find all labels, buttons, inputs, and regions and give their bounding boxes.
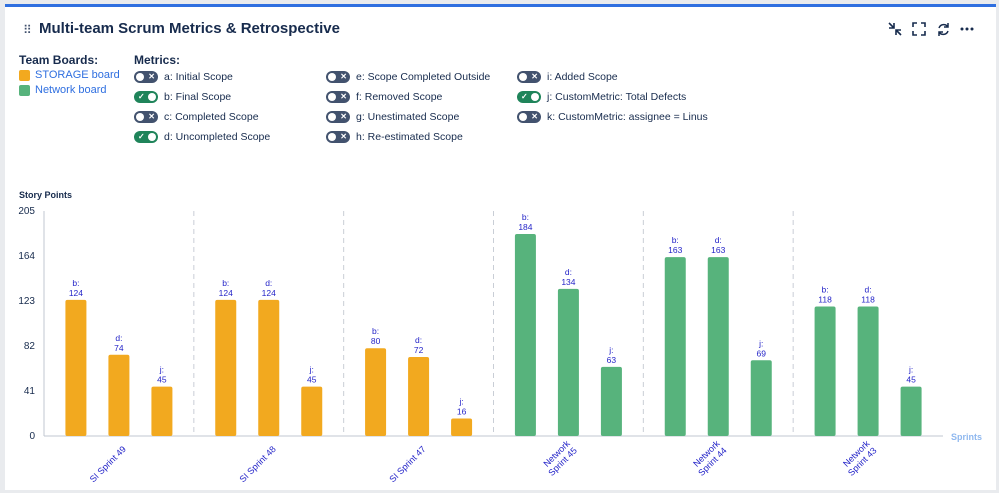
bar-b-3 (515, 234, 536, 436)
bar-label-value: 74 (114, 343, 124, 353)
bar-label-value: 45 (307, 375, 317, 385)
x-tick-label: SI Sprint 48 (237, 444, 277, 484)
bar-label-value: 80 (371, 336, 381, 346)
bar-b-4 (665, 257, 686, 436)
bar-label-series: d: (115, 333, 122, 343)
bar-label-series: j: (159, 365, 164, 375)
bar-b-2 (365, 348, 386, 436)
bar-label-value: 118 (861, 294, 875, 304)
bar-d-5 (858, 306, 879, 436)
bar-label-series: d: (565, 267, 572, 277)
x-tick-label-line: SI Sprint 48 (237, 444, 277, 484)
bar-label-series: b: (522, 212, 529, 222)
bar-label-value: 45 (157, 375, 167, 385)
bar-label-value: 163 (711, 245, 725, 255)
bar-label-series: j: (908, 365, 913, 375)
bar-j-1 (301, 387, 322, 436)
x-tick-label-line: SI Sprint 49 (88, 444, 128, 484)
bar-label-series: j: (608, 345, 613, 355)
bar-d-3 (558, 289, 579, 436)
bar-label-series: b: (672, 235, 679, 245)
bar-d-2 (408, 357, 429, 436)
bar-j-2 (451, 418, 472, 436)
bar-d-0 (108, 355, 129, 436)
x-tick-label: SI Sprint 49 (88, 444, 128, 484)
bar-label-value: 72 (414, 345, 424, 355)
bar-label-series: d: (865, 284, 872, 294)
bar-label-series: b: (222, 278, 229, 288)
bar-label-series: j: (309, 365, 314, 375)
x-tick-label: NetworkSprint 43 (839, 438, 879, 478)
y-tick-label: 123 (18, 296, 35, 307)
bar-label-series: b: (822, 284, 829, 294)
bar-label-value: 134 (561, 277, 575, 287)
x-tick-label: NetworkSprint 45 (539, 438, 579, 478)
bar-b-5 (815, 306, 836, 436)
x-tick-label: SI Sprint 47 (387, 444, 427, 484)
x-tick-label-line: SI Sprint 47 (387, 444, 427, 484)
bar-label-value: 45 (906, 375, 916, 385)
bar-label-value: 124 (262, 288, 276, 298)
bar-label-value: 163 (668, 245, 682, 255)
bar-d-4 (708, 257, 729, 436)
bar-label-value: 118 (818, 294, 832, 304)
bar-label-series: d: (715, 235, 722, 245)
bar-j-5 (901, 387, 922, 436)
bar-label-series: b: (372, 326, 379, 336)
bar-label-value: 124 (219, 288, 233, 298)
bar-label-value: 184 (518, 222, 532, 232)
bar-j-3 (601, 367, 622, 436)
x-tick-label: NetworkSprint 44 (689, 438, 729, 478)
bar-d-1 (258, 300, 279, 436)
y-tick-label: 41 (24, 386, 36, 397)
bar-label-series: j: (458, 396, 463, 406)
bar-b-0 (65, 300, 86, 436)
bar-label-value: 63 (607, 355, 617, 365)
x-axis-title: Sprints (951, 432, 982, 442)
bar-label-series: d: (415, 335, 422, 345)
bar-label-value: 16 (457, 406, 467, 416)
y-tick-label: 164 (18, 251, 35, 262)
bar-label-series: d: (265, 278, 272, 288)
bar-label-series: b: (72, 278, 79, 288)
dashboard-gadget: ⠿ Multi-team Scrum Metrics & Retrospecti… (5, 4, 996, 490)
y-axis-title: Story Points (19, 190, 72, 200)
bar-label-value: 124 (69, 288, 83, 298)
bar-b-1 (215, 300, 236, 436)
bar-j-0 (151, 387, 172, 436)
bar-label-value: 69 (757, 348, 767, 358)
bar-label-series: j: (758, 338, 763, 348)
y-tick-label: 82 (24, 341, 36, 352)
sprint-metrics-chart: Story Points04182123164205Sprintsb:124d:… (5, 7, 996, 493)
y-tick-label: 0 (29, 431, 35, 442)
bar-j-4 (751, 360, 772, 436)
y-tick-label: 205 (18, 206, 35, 217)
